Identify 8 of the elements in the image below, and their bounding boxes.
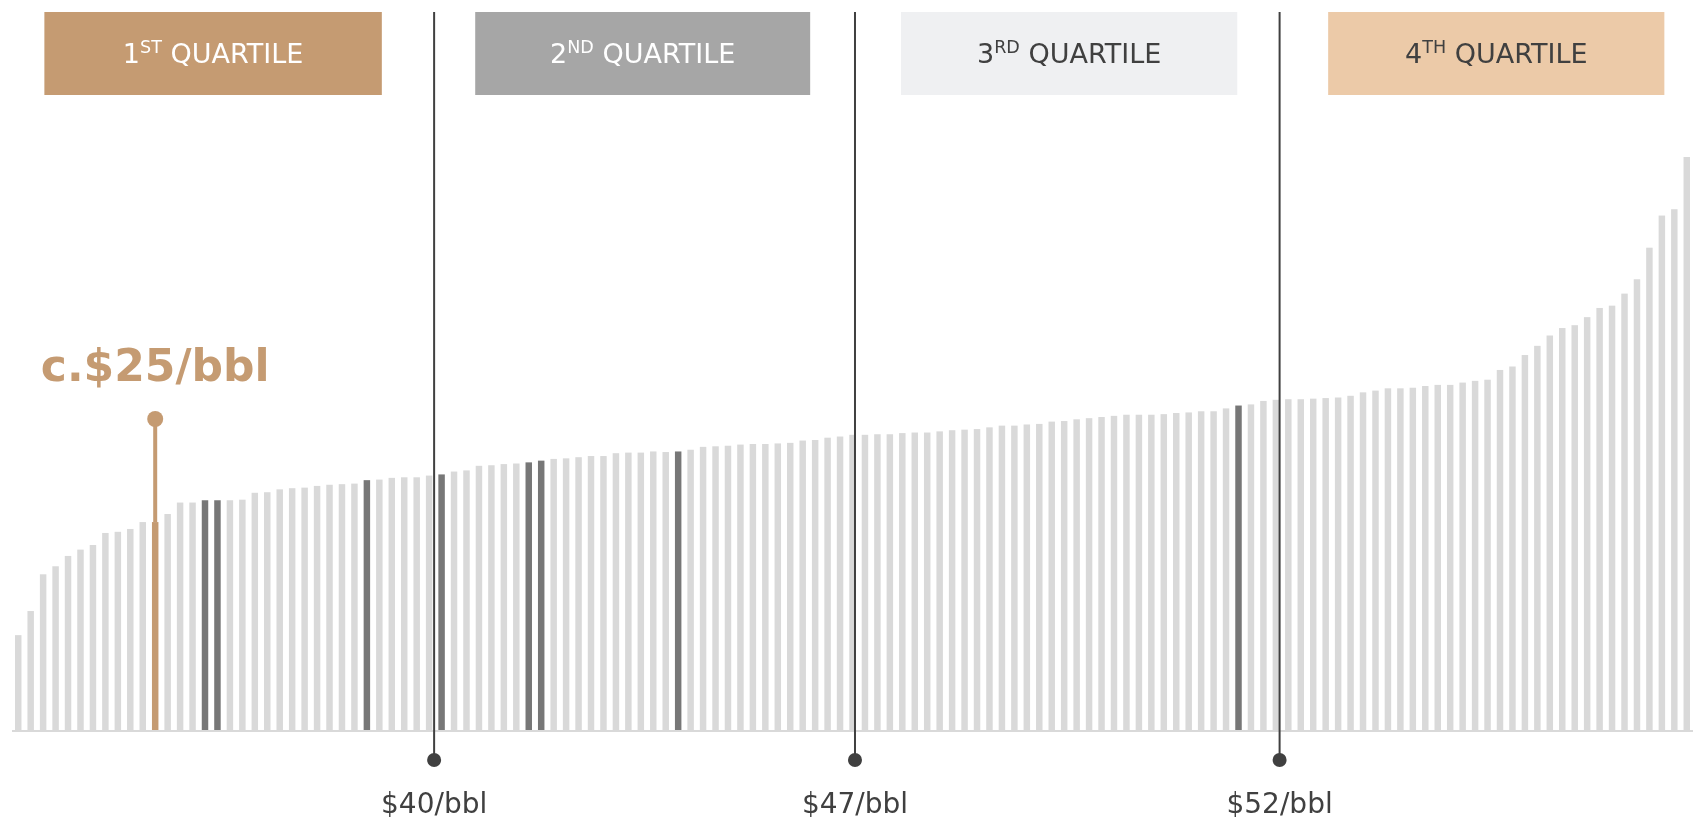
text: 1$^{ST}$ QUARTILE [122, 37, 304, 69]
text: $40/bbl [381, 787, 488, 820]
text: $52/bbl [1226, 787, 1333, 820]
text: $47/bbl [801, 787, 909, 820]
text: 2$^{ND}$ QUARTILE [550, 37, 736, 69]
text: 4$^{TH}$ QUARTILE [1405, 37, 1588, 69]
annotation: c.$25/bbl [40, 340, 270, 391]
text: 3$^{RD}$ QUARTILE [977, 37, 1162, 69]
